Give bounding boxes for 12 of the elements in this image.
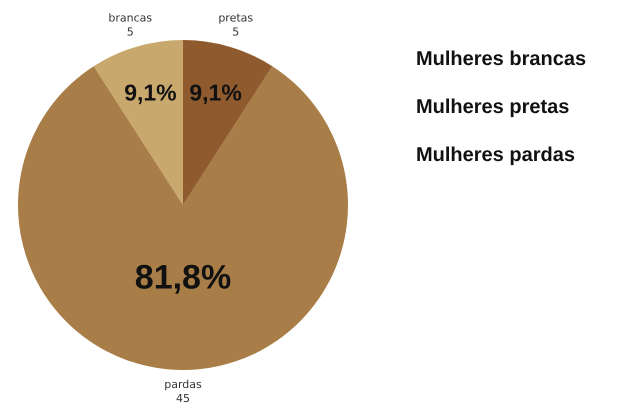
data-label: 9,1%	[189, 80, 242, 106]
data-label: 81,8%	[134, 258, 232, 297]
slice-label: pardas	[164, 378, 202, 391]
text: Mulheres brancas	[416, 48, 586, 71]
text: 5	[126, 25, 134, 38]
text: Mulheres pretas	[416, 96, 570, 119]
data-label: 9,1%	[124, 80, 177, 106]
text: Mulheres pardas	[416, 144, 576, 167]
text: 5	[232, 25, 240, 38]
slice-label: pretas	[218, 11, 254, 24]
text: 45	[176, 392, 190, 405]
slice-label: brancas	[108, 11, 152, 24]
